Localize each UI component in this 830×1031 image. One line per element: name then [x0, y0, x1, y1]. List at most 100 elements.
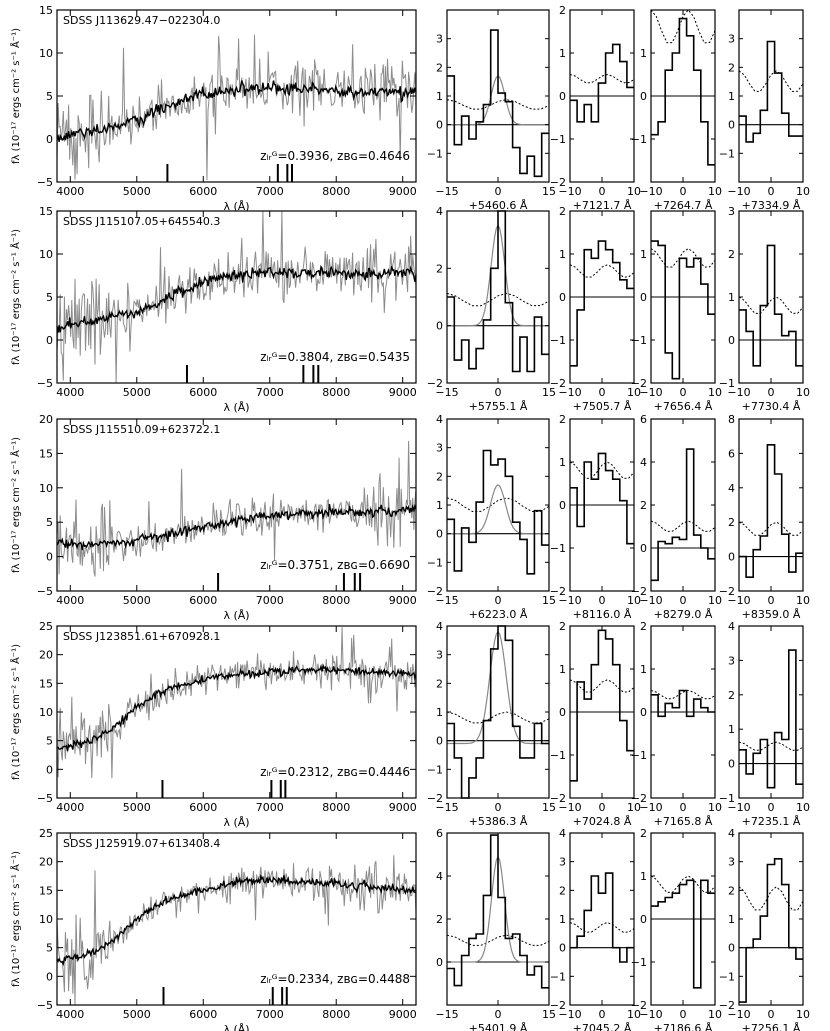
y-tick-label: 1 [436, 706, 443, 719]
y-tick-label: 2 [728, 248, 735, 261]
y-tick-label: 0 [46, 334, 53, 347]
y-tick-label: 3 [728, 205, 735, 218]
x-tick-label: −10 [727, 594, 750, 607]
flux-histogram [739, 858, 803, 1003]
line-center-label: +7334.9 Å [742, 199, 801, 212]
gaussian-fit-line [447, 484, 549, 535]
x-axis-label: λ (Å) [223, 401, 249, 414]
x-tick-label: 0 [495, 1008, 502, 1021]
noise-line [738, 521, 804, 536]
y-tick-label: 15 [39, 447, 53, 460]
x-tick-label: 8000 [322, 185, 350, 198]
x-tick-label: 10 [627, 1008, 641, 1021]
line-panel-frame [738, 832, 804, 1006]
y-tick-label: −5 [37, 999, 53, 1012]
object-name: SDSS J115107.05+645540.3 [63, 215, 220, 228]
y-tick-label: 4 [728, 620, 735, 633]
x-tick-label: 0 [599, 185, 606, 198]
y-tick-label: 4 [728, 827, 735, 840]
line-panel-4: −2 0 2 4 6 8 −10 0 10+8359.0 Å [719, 413, 810, 621]
x-tick-label: 0 [495, 801, 502, 814]
y-tick-label: −2 [631, 585, 647, 598]
spectrum-smoothed-line [56, 80, 417, 142]
x-tick-label: 4000 [56, 1008, 84, 1021]
flux-histogram [447, 625, 549, 799]
x-tick-label: 5000 [123, 594, 151, 607]
y-tick-label: 0 [640, 542, 647, 555]
x-tick-label: 0 [599, 801, 606, 814]
x-tick-label: 10 [708, 185, 722, 198]
x-tick-label: −10 [639, 185, 662, 198]
y-tick-label: −5 [37, 377, 53, 390]
x-tick-label: 0 [599, 594, 606, 607]
line-panel-frame [738, 9, 804, 183]
x-tick-label: 0 [495, 185, 502, 198]
y-tick-label: −2 [427, 585, 443, 598]
y-tick-label: 0 [559, 291, 566, 304]
line-panel-1: −2 −1 0 1 2 3 4 −15 0 15 +6223.0 Å [427, 413, 556, 621]
x-tick-label: 6000 [189, 594, 217, 607]
y-tick-label: −2 [631, 999, 647, 1012]
y-tick-label: 10 [39, 47, 53, 60]
y-tick-label: 2 [728, 884, 735, 897]
y-tick-label: 15 [39, 4, 53, 17]
redshift-label: zₗᵣᴳ=0.2334, zʙɢ=0.4488 [260, 972, 410, 986]
y-tick-label: 2 [640, 499, 647, 512]
x-tick-label: −10 [639, 386, 662, 399]
x-tick-label: 0 [599, 386, 606, 399]
y-tick-label: 1 [728, 913, 735, 926]
y-tick-label: 0 [640, 706, 647, 719]
line-panel-3: −2 0 2 4 6 −10 0 10+8279.0 Å [631, 413, 722, 621]
y-tick-label: 0 [46, 551, 53, 564]
y-tick-label: 3 [728, 654, 735, 667]
noise-line [446, 99, 550, 110]
y-tick-label: 0 [436, 735, 443, 748]
spectrum-raw-line [56, 210, 417, 384]
x-tick-label: 10 [708, 386, 722, 399]
y-tick-label: −1 [719, 970, 735, 983]
spectrum-smoothed-line [56, 873, 417, 967]
y-tick-label: 1 [640, 870, 647, 883]
y-tick-label: 2 [559, 884, 566, 897]
x-tick-label: 5000 [123, 801, 151, 814]
y-tick-label: 1 [640, 663, 647, 676]
line-center-label: +7235.1 Å [742, 815, 801, 828]
x-tick-label: −10 [727, 1008, 750, 1021]
x-tick-label: 9000 [389, 801, 417, 814]
flux-histogram [447, 834, 549, 989]
noise-line [569, 922, 635, 933]
y-tick-label: 0 [559, 706, 566, 719]
x-tick-label: 0 [680, 386, 687, 399]
x-tick-label: 6000 [189, 801, 217, 814]
line-center-label: +7730.4 Å [742, 400, 801, 413]
y-tick-label: 2 [436, 470, 443, 483]
y-tick-label: 0 [728, 551, 735, 564]
y-tick-label: 1 [559, 47, 566, 60]
x-tick-label: 15 [542, 801, 556, 814]
y-tick-label: 2 [436, 677, 443, 690]
y-tick-label: 2 [436, 913, 443, 926]
x-tick-label: 9000 [389, 185, 417, 198]
y-axis-label: fλ (10⁻¹⁷ ergs cm⁻² s⁻¹ Å⁻¹) [9, 28, 22, 164]
x-tick-label: 7000 [256, 801, 284, 814]
y-tick-label: 1 [640, 248, 647, 261]
y-tick-label: 1 [559, 248, 566, 261]
flux-histogram [570, 240, 634, 367]
y-tick-label: −1 [550, 542, 566, 555]
x-tick-label: 6000 [189, 185, 217, 198]
redshift-label: zₗᵣᴳ=0.3804, zʙɢ=0.5435 [260, 350, 410, 364]
x-tick-label: 10 [796, 1008, 810, 1021]
spectrum-raw-line [56, 855, 417, 1006]
y-tick-label: 0 [728, 758, 735, 771]
y-tick-label: 1 [728, 90, 735, 103]
y-tick-label: −1 [550, 749, 566, 762]
x-tick-label: 5000 [123, 185, 151, 198]
line-panel-frame [650, 418, 716, 592]
noise-line [650, 247, 716, 268]
object-name: SDSS J123851.61+670928.1 [63, 630, 220, 643]
y-tick-label: −1 [631, 749, 647, 762]
y-tick-label: 0 [640, 291, 647, 304]
